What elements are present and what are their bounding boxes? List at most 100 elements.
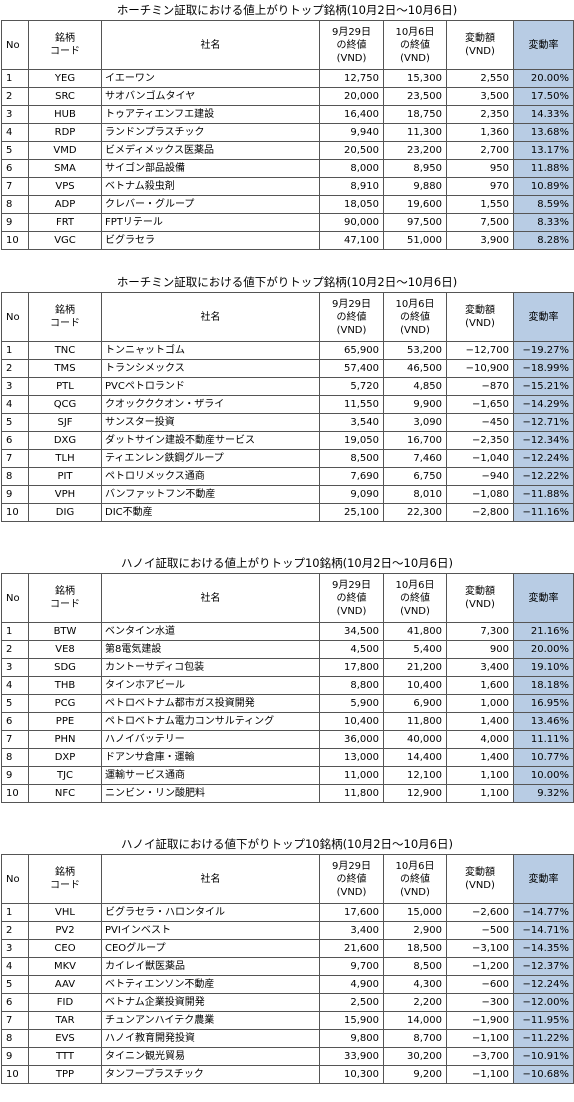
cell-now: 15,300 [383, 69, 447, 88]
table-row: 8 ADP クレバー・グループ 18,050 19,600 1,550 8.59% [1, 195, 574, 214]
cell-now: 14,400 [383, 748, 447, 767]
cell-diff: −940 [446, 467, 514, 486]
table-row: 1 YEG イエーワン 12,750 15,300 2,550 20.00% [1, 69, 574, 88]
cell-prev: 34,500 [319, 622, 384, 641]
cell-no: 2 [1, 921, 29, 940]
cell-rate: −12.24% [513, 975, 574, 994]
cell-rate: −19.27% [513, 341, 574, 360]
table-row: 6 FID ベトナム企業投資開発 2,500 2,200 −300 −12.00% [1, 993, 574, 1012]
cell-name: ティエンレン鉄鋼グループ [101, 449, 320, 468]
cell-code: VE8 [28, 640, 102, 659]
cell-name: サオバンゴムタイヤ [101, 87, 320, 106]
cell-diff: 1,100 [446, 784, 514, 803]
cell-name: ビメディメックス医薬品 [101, 141, 320, 160]
cell-rate: 9.32% [513, 784, 574, 803]
cell-prev: 10,400 [319, 712, 384, 731]
cell-no: 6 [1, 431, 29, 450]
cell-prev: 11,800 [319, 784, 384, 803]
cell-no: 5 [1, 413, 29, 432]
cell-rate: −11.16% [513, 503, 574, 522]
cell-name: ペトロベトナム電力コンサルティング [101, 712, 320, 731]
cell-no: 10 [1, 503, 29, 522]
cell-now: 18,500 [383, 939, 447, 958]
table-row: 8 PIT ペトロリメックス通商 7,690 6,750 −940 −12.22% [1, 467, 574, 486]
header-no: No [1, 292, 29, 342]
cell-prev: 11,550 [319, 395, 384, 414]
cell-name: カントーサディコ包装 [101, 658, 320, 677]
cell-diff: −3,100 [446, 939, 514, 958]
header-diff: 変動額 (VND) [446, 573, 514, 623]
cell-name: FPTリテール [101, 213, 320, 232]
table-row: 2 VE8 第8電気建設 4,500 5,400 900 20.00% [1, 640, 574, 659]
table-row: 2 TMS トランシメックス 57,400 46,500 −10,900 −18.99% [1, 359, 574, 378]
cell-code: EVS [28, 1029, 102, 1048]
header-code: 銘柄 コード [28, 573, 102, 623]
cell-now: 11,300 [383, 123, 447, 142]
table-section-hose-losers: ホーチミン証取における値下がりトップ銘柄(10月2日～10月6日) No 銘柄 コード… [0, 272, 574, 522]
cell-now: 12,100 [383, 766, 447, 785]
cell-code: VGC [28, 231, 102, 250]
cell-diff: 900 [446, 640, 514, 659]
cell-diff: 7,300 [446, 622, 514, 641]
cell-no: 7 [1, 1011, 29, 1030]
cell-now: 6,900 [383, 694, 447, 713]
cell-diff: −500 [446, 921, 514, 940]
table-row: 10 NFC ニンビン・リン酸肥料 11,800 12,900 1,100 9.32% [1, 784, 574, 803]
cell-now: 51,000 [383, 231, 447, 250]
table-row: 7 TAR チュンアンハイテク農業 15,900 14,000 −1,900 −11.95% [1, 1011, 574, 1030]
cell-name: タインホアビール [101, 676, 320, 695]
cell-now: 4,850 [383, 377, 447, 396]
cell-prev: 9,090 [319, 485, 384, 504]
cell-no: 2 [1, 87, 29, 106]
cell-now: 97,500 [383, 213, 447, 232]
cell-prev: 11,000 [319, 766, 384, 785]
cell-diff: 2,350 [446, 105, 514, 124]
table-section-hose-gainers: ホーチミン証取における値上がりトップ銘柄(10月2日～10月6日) No 銘柄 コード… [0, 0, 574, 250]
cell-no: 9 [1, 485, 29, 504]
cell-diff: −1,650 [446, 395, 514, 414]
cell-diff: −870 [446, 377, 514, 396]
table-row: 6 PPE ペトロベトナム電力コンサルティング 10,400 11,800 1,400 13… [1, 712, 574, 731]
cell-prev: 57,400 [319, 359, 384, 378]
header-prev: 9月29日 の終値 (VND) [319, 20, 384, 70]
header-name: 社名 [101, 292, 320, 342]
cell-no: 10 [1, 784, 29, 803]
cell-name: ランドンプラスチック [101, 123, 320, 142]
table-row: 9 TJC 運輸サービス通商 11,000 12,100 1,100 10.00% [1, 766, 574, 785]
cell-code: TLH [28, 449, 102, 468]
table-row: 2 PV2 PVIインベスト 3,400 2,900 −500 −14.71% [1, 921, 574, 940]
cell-rate: −14.77% [513, 903, 574, 922]
cell-code: TTT [28, 1047, 102, 1066]
cell-rate: 17.50% [513, 87, 574, 106]
cell-diff: 3,400 [446, 658, 514, 677]
cell-name: ベトナム殺虫剤 [101, 177, 320, 196]
cell-no: 6 [1, 712, 29, 731]
cell-name: PVCペトロランド [101, 377, 320, 396]
cell-code: BTW [28, 622, 102, 641]
cell-rate: −14.35% [513, 939, 574, 958]
cell-no: 10 [1, 231, 29, 250]
table-title: ハノイ証取における値上がりトップ10銘柄(10月2日～10月6日) [120, 556, 453, 570]
cell-rate: −12.37% [513, 957, 574, 976]
cell-code: TPP [28, 1065, 102, 1084]
cell-name: バンファットフン不動産 [101, 485, 320, 504]
table-row: 4 THB タインホアビール 8,800 10,400 1,600 18.18% [1, 676, 574, 695]
cell-prev: 20,000 [319, 87, 384, 106]
table-title: ハノイ証取における値下がりトップ10銘柄(10月2日～10月6日) [120, 837, 453, 851]
cell-code: ADP [28, 195, 102, 214]
table-row: 8 DXP ドアンサ倉庫・運輸 13,000 14,400 1,400 10.77% [1, 748, 574, 767]
table-row: 3 SDG カントーサディコ包装 17,800 21,200 3,400 19.10% [1, 658, 574, 677]
cell-code: DIG [28, 503, 102, 522]
cell-code: VPS [28, 177, 102, 196]
cell-rate: −12.71% [513, 413, 574, 432]
cell-now: 8,010 [383, 485, 447, 504]
cell-no: 1 [1, 622, 29, 641]
cell-now: 46,500 [383, 359, 447, 378]
cell-prev: 9,800 [319, 1029, 384, 1048]
cell-code: MKV [28, 957, 102, 976]
cell-diff: −2,350 [446, 431, 514, 450]
cell-now: 23,500 [383, 87, 447, 106]
cell-prev: 7,690 [319, 467, 384, 486]
header-no: No [1, 854, 29, 904]
cell-now: 4,300 [383, 975, 447, 994]
